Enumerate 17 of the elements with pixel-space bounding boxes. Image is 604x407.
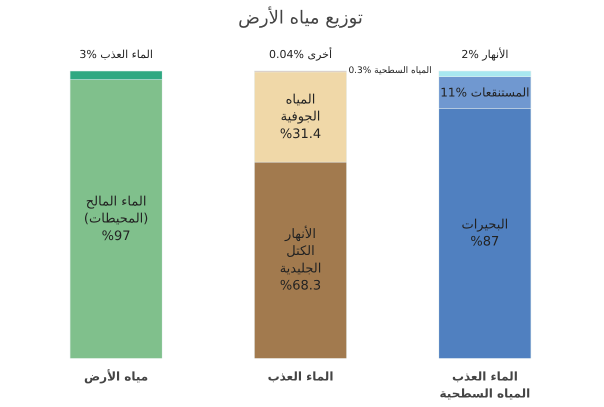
series-label: المياه الجوفية	[280, 92, 320, 125]
data-label: %68.3	[280, 278, 322, 294]
data-label: %87	[470, 234, 500, 250]
text: أخرى %0.04	[269, 48, 332, 61]
x-tick-label: مياه الأرض	[84, 368, 148, 384]
data-label: %31.4	[280, 126, 322, 142]
text: المياه السطحية %0.3	[348, 66, 432, 76]
series-label: البحيرات	[461, 217, 508, 232]
chart-title: توزيع مياه الأرض	[238, 6, 363, 28]
text: الأنهار %2	[461, 48, 508, 61]
series-label: الماء المالح (المحيطات)	[84, 194, 148, 227]
x-tick-label: الماء العذب	[268, 370, 334, 384]
series-label: الأنهار الكتل الجليدية	[280, 224, 322, 276]
text: المستنقعات %11	[440, 86, 530, 100]
x-tick-label: الماء العذب المياه السطحية	[440, 370, 530, 400]
text: الماء العذب %3	[79, 48, 153, 61]
data-label: %97	[102, 228, 131, 244]
